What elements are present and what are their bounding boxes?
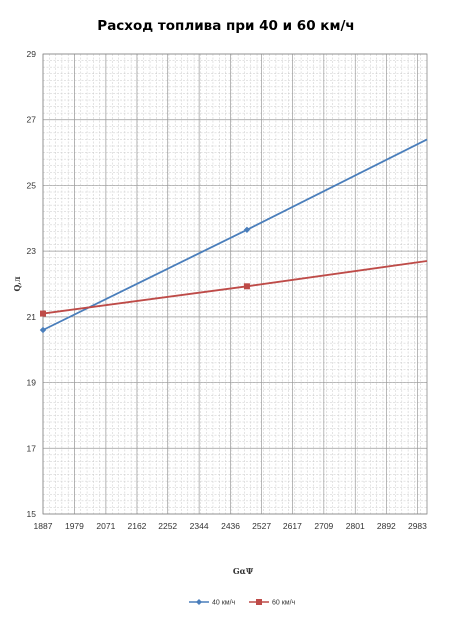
y-tick-label: 21 — [27, 312, 37, 322]
y-tick-label: 27 — [27, 115, 37, 125]
series-layer — [39, 138, 428, 334]
x-tick-label: 1887 — [34, 521, 53, 531]
x-tick-label: 2071 — [96, 521, 115, 531]
data-point — [40, 310, 46, 317]
x-axis-ticks: 1887 1979 2071 2162 2252 2344 2436 2527 2617 2709… — [34, 521, 428, 531]
x-axis-title: GαΨ — [233, 566, 254, 576]
x-tick-label: 2892 — [377, 521, 396, 531]
y-tick-label: 23 — [27, 246, 37, 256]
chart-title: Расход топлива при 40 и 60 км/ч — [97, 18, 355, 34]
legend-marker — [196, 599, 202, 605]
y-tick-label: 15 — [27, 509, 37, 519]
plot-area — [42, 53, 428, 515]
legend-label: 60 км/ч — [272, 600, 296, 607]
data-point — [243, 226, 251, 233]
data-point — [243, 283, 250, 290]
y-tick-label: 29 — [27, 49, 37, 59]
x-tick-label: 2709 — [314, 521, 333, 531]
legend: 40 км/ч 60 км/ч — [189, 599, 296, 607]
y-tick-label: 19 — [27, 378, 37, 388]
y-tick-label: 17 — [27, 443, 37, 453]
x-tick-label: 1979 — [65, 521, 84, 531]
data-point — [39, 326, 47, 334]
y-axis-title: Q,л — [12, 276, 22, 291]
y-axis-ticks: 15 17 19 21 23 25 27 29 — [27, 49, 37, 519]
legend-marker — [256, 599, 262, 605]
x-tick-label: 2436 — [221, 521, 240, 531]
x-tick-label: 2983 — [408, 521, 427, 531]
x-tick-label: 2527 — [252, 521, 271, 531]
x-tick-label: 2617 — [283, 521, 302, 531]
minor-grid — [43, 54, 427, 514]
y-tick-label: 25 — [27, 180, 37, 190]
x-tick-label: 2252 — [158, 521, 177, 531]
x-tick-label: 2162 — [127, 521, 146, 531]
series-line — [42, 138, 428, 331]
x-tick-label: 2801 — [346, 521, 365, 531]
x-tick-label: 2344 — [190, 521, 209, 531]
legend-label: 40 км/ч — [212, 600, 236, 607]
series-line — [42, 260, 428, 315]
